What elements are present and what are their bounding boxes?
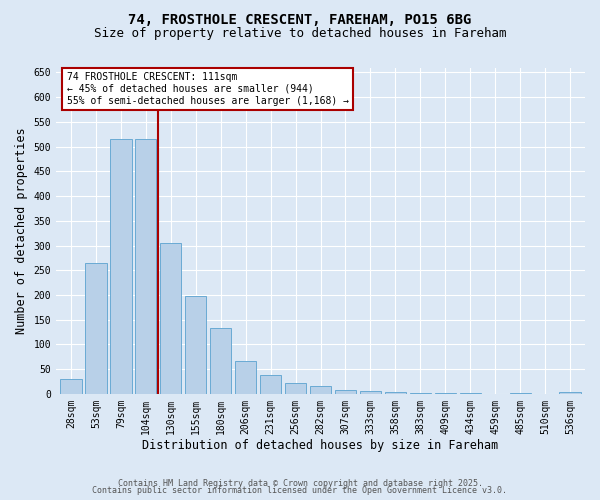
Bar	[410, 393, 431, 394]
Bar	[559, 392, 581, 394]
Bar	[235, 360, 256, 394]
Bar	[335, 390, 356, 394]
Bar	[210, 328, 232, 394]
Bar	[110, 139, 131, 394]
Text: 74 FROSTHOLE CRESCENT: 111sqm
← 45% of detached houses are smaller (944)
55% of : 74 FROSTHOLE CRESCENT: 111sqm ← 45% of d…	[67, 72, 349, 106]
Bar	[385, 392, 406, 394]
Text: Contains HM Land Registry data © Crown copyright and database right 2025.: Contains HM Land Registry data © Crown c…	[118, 478, 482, 488]
Y-axis label: Number of detached properties: Number of detached properties	[15, 128, 28, 334]
Bar	[360, 391, 381, 394]
Bar	[310, 386, 331, 394]
X-axis label: Distribution of detached houses by size in Fareham: Distribution of detached houses by size …	[142, 440, 499, 452]
Bar	[85, 263, 107, 394]
Text: Contains public sector information licensed under the Open Government Licence v3: Contains public sector information licen…	[92, 486, 508, 495]
Text: 74, FROSTHOLE CRESCENT, FAREHAM, PO15 6BG: 74, FROSTHOLE CRESCENT, FAREHAM, PO15 6B…	[128, 12, 472, 26]
Bar	[185, 296, 206, 394]
Text: Size of property relative to detached houses in Fareham: Size of property relative to detached ho…	[94, 28, 506, 40]
Bar	[260, 375, 281, 394]
Bar	[61, 379, 82, 394]
Bar	[285, 383, 306, 394]
Bar	[160, 243, 181, 394]
Bar	[135, 139, 157, 394]
